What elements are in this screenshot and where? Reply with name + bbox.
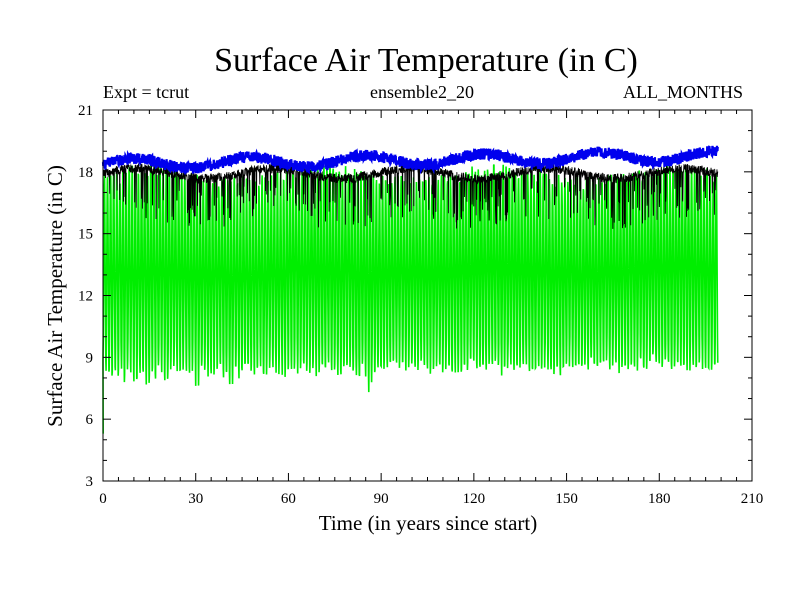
y-axis-label: Surface Air Temperature (in C) bbox=[43, 165, 67, 427]
x-tick-label: 180 bbox=[648, 491, 671, 507]
y-tick-label: 15 bbox=[78, 227, 93, 243]
y-tick-label: 6 bbox=[86, 412, 94, 428]
x-tick-label: 150 bbox=[555, 491, 578, 507]
x-tick-label: 60 bbox=[281, 491, 296, 507]
y-tick-label: 18 bbox=[78, 165, 93, 181]
y-tick-label: 12 bbox=[78, 289, 93, 305]
y-tick-label: 9 bbox=[86, 350, 94, 366]
x-tick-label: 90 bbox=[374, 491, 389, 507]
x-tick-label: 210 bbox=[741, 491, 764, 507]
series-line-mean bbox=[102, 162, 719, 229]
tick-layer: 0 30 60 90 120 150 180 210 3 6 9 12 15 18 21 bbox=[78, 103, 763, 507]
y-tick-label: 21 bbox=[78, 103, 93, 119]
months-label: ALL_MONTHS bbox=[623, 82, 743, 102]
x-axis-label: Time (in years since start) bbox=[319, 511, 538, 535]
series-layer bbox=[101, 145, 719, 434]
series-line-max bbox=[101, 145, 719, 176]
x-tick-label: 0 bbox=[99, 491, 107, 507]
x-tick-label: 120 bbox=[463, 491, 486, 507]
x-tick-label: 30 bbox=[188, 491, 203, 507]
y-tick-label: 3 bbox=[86, 474, 94, 490]
ensemble-label: ensemble2_20 bbox=[370, 82, 474, 102]
experiment-label: Expt = tcrut bbox=[103, 82, 190, 102]
chart-title: Surface Air Temperature (in C) bbox=[214, 42, 638, 79]
series-line-min bbox=[102, 164, 719, 434]
